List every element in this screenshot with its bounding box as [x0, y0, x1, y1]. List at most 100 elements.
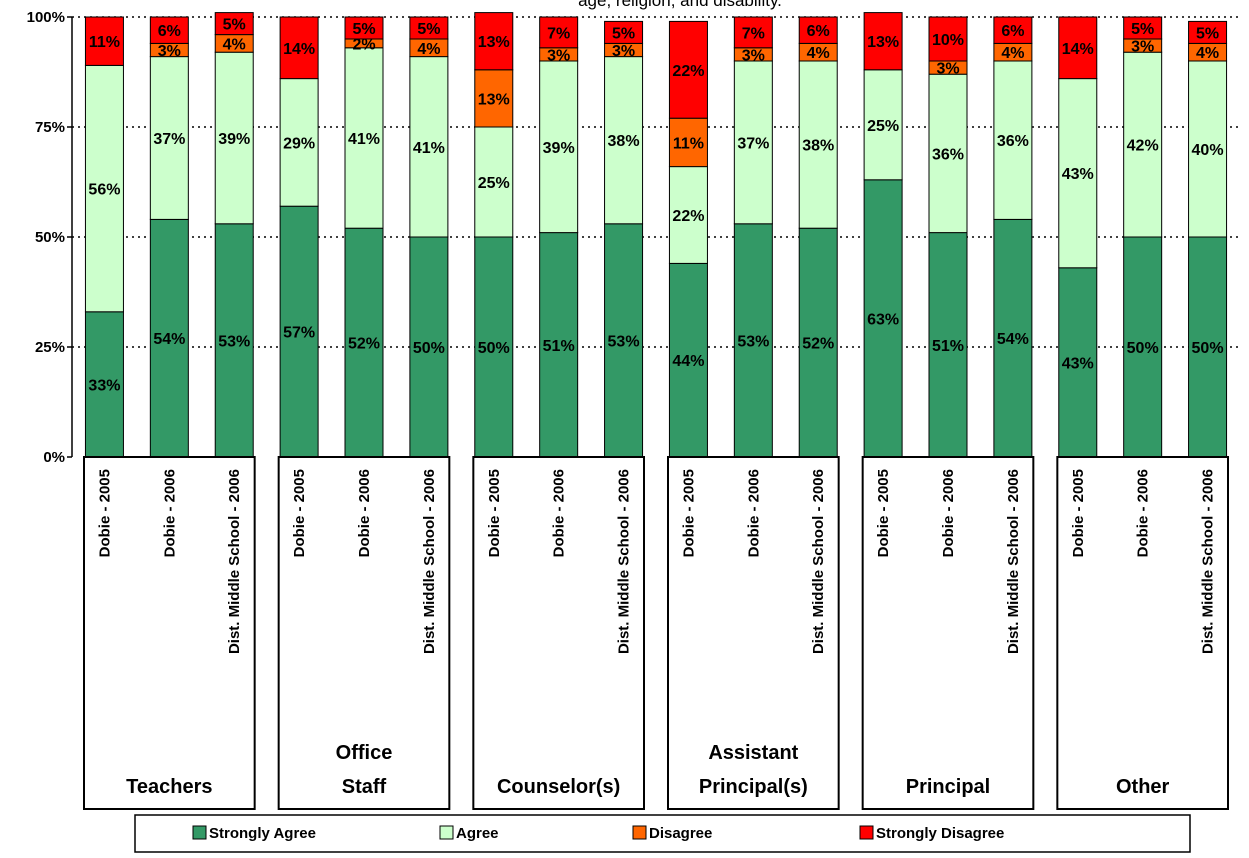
group-box: [861, 456, 1035, 810]
category-label: Dobie - 2005: [1070, 469, 1087, 557]
data-label: 5%: [223, 17, 246, 34]
data-label: 3%: [742, 47, 765, 64]
data-label: 7%: [742, 25, 765, 42]
legend-swatch: [859, 825, 874, 840]
bar-segment: [668, 20, 708, 119]
data-label: 50%: [1127, 340, 1159, 357]
data-label: 2%: [352, 36, 375, 53]
category-label: Dist. Middle School - 2006: [1005, 469, 1022, 654]
bar-segment: [214, 223, 254, 458]
bar-segment: [474, 12, 514, 71]
data-label: 13%: [478, 34, 510, 51]
data-label: 29%: [283, 135, 315, 152]
data-label: 50%: [413, 340, 445, 357]
category-label: Dobie - 2005: [291, 469, 308, 557]
bar-segment: [539, 16, 579, 49]
y-tick-label: 50%: [35, 229, 65, 246]
data-label: 3%: [1131, 39, 1154, 56]
bar-segment: [149, 56, 189, 220]
group-label: Office: [336, 742, 393, 764]
data-label: 5%: [612, 25, 635, 42]
group-box: [277, 456, 451, 810]
category-label: Dobie - 2006: [356, 469, 373, 557]
data-label: 37%: [737, 135, 769, 152]
data-label: 33%: [88, 377, 120, 394]
bar-segment: [474, 69, 514, 128]
bar-segment: [149, 16, 189, 44]
data-label: 36%: [997, 133, 1029, 150]
data-label: 50%: [1192, 340, 1224, 357]
bar-segment: [668, 117, 708, 168]
data-label: 53%: [737, 333, 769, 350]
y-tick-label: 25%: [35, 339, 65, 356]
legend-swatch: [192, 825, 207, 840]
data-label: 39%: [543, 140, 575, 157]
data-label: 37%: [153, 131, 185, 148]
bar-segment: [474, 236, 514, 458]
data-label: 40%: [1192, 142, 1224, 159]
data-label: 41%: [348, 131, 380, 148]
data-label: 6%: [807, 23, 830, 40]
bar-segment: [1188, 20, 1228, 44]
bar-segment: [863, 12, 903, 71]
data-label: 44%: [672, 353, 704, 370]
category-label: Dobie - 2005: [486, 469, 503, 557]
group-label: Teachers: [126, 776, 212, 798]
data-label: 6%: [158, 23, 181, 40]
data-label: 6%: [1001, 23, 1024, 40]
data-label: 10%: [932, 32, 964, 49]
group-label: Counselor(s): [497, 776, 620, 798]
bar-segment: [1188, 60, 1228, 238]
category-label: Dobie - 2005: [680, 469, 697, 557]
data-label: 4%: [417, 41, 440, 58]
bar-segment: [214, 12, 254, 36]
data-label: 7%: [547, 25, 570, 42]
bar-segment: [344, 47, 384, 229]
y-tick-label: 100%: [27, 9, 65, 26]
data-label: 22%: [672, 208, 704, 225]
data-label: 54%: [153, 331, 185, 348]
data-label: 3%: [612, 43, 635, 60]
data-label: 5%: [417, 21, 440, 38]
data-label: 11%: [673, 135, 704, 152]
data-label: 3%: [547, 47, 570, 64]
data-label: 5%: [352, 21, 375, 38]
data-label: 39%: [218, 131, 250, 148]
bar-segment: [1188, 236, 1228, 458]
data-label: 14%: [1062, 41, 1094, 58]
data-label: 54%: [997, 331, 1029, 348]
category-label: Dist. Middle School - 2006: [226, 469, 243, 654]
data-label: 43%: [1062, 166, 1094, 183]
data-label: 22%: [672, 63, 704, 80]
data-label: 36%: [932, 146, 964, 163]
data-label: 41%: [413, 140, 445, 157]
data-label: 56%: [88, 182, 120, 199]
bar-segment: [798, 16, 838, 44]
bar-segment: [863, 179, 903, 458]
data-label: 43%: [1062, 355, 1094, 372]
bar-segment: [84, 64, 124, 313]
data-label: 4%: [1001, 45, 1024, 62]
group-label: Staff: [342, 776, 387, 798]
data-label: 4%: [1196, 45, 1219, 62]
data-label: 42%: [1127, 138, 1159, 155]
bar-segment: [993, 16, 1033, 44]
data-label: 3%: [158, 43, 181, 60]
data-label: 3%: [936, 61, 959, 78]
data-label: 4%: [807, 45, 830, 62]
legend-swatch: [632, 825, 647, 840]
bar-segment: [84, 16, 124, 66]
bar-segment: [1123, 16, 1163, 40]
bar-segment: [409, 56, 449, 238]
bar-segment: [279, 16, 319, 80]
data-label: 53%: [218, 333, 250, 350]
data-label: 25%: [478, 175, 510, 192]
category-label: Dist. Middle School - 2006: [810, 469, 827, 654]
bar-segment: [993, 60, 1033, 220]
bar-segment: [863, 69, 903, 181]
category-label: Dobie - 2006: [161, 469, 178, 557]
bar-segment: [344, 227, 384, 458]
data-label: 14%: [283, 41, 315, 58]
category-label: Dobie - 2006: [551, 469, 568, 557]
bar-segment: [604, 20, 644, 44]
